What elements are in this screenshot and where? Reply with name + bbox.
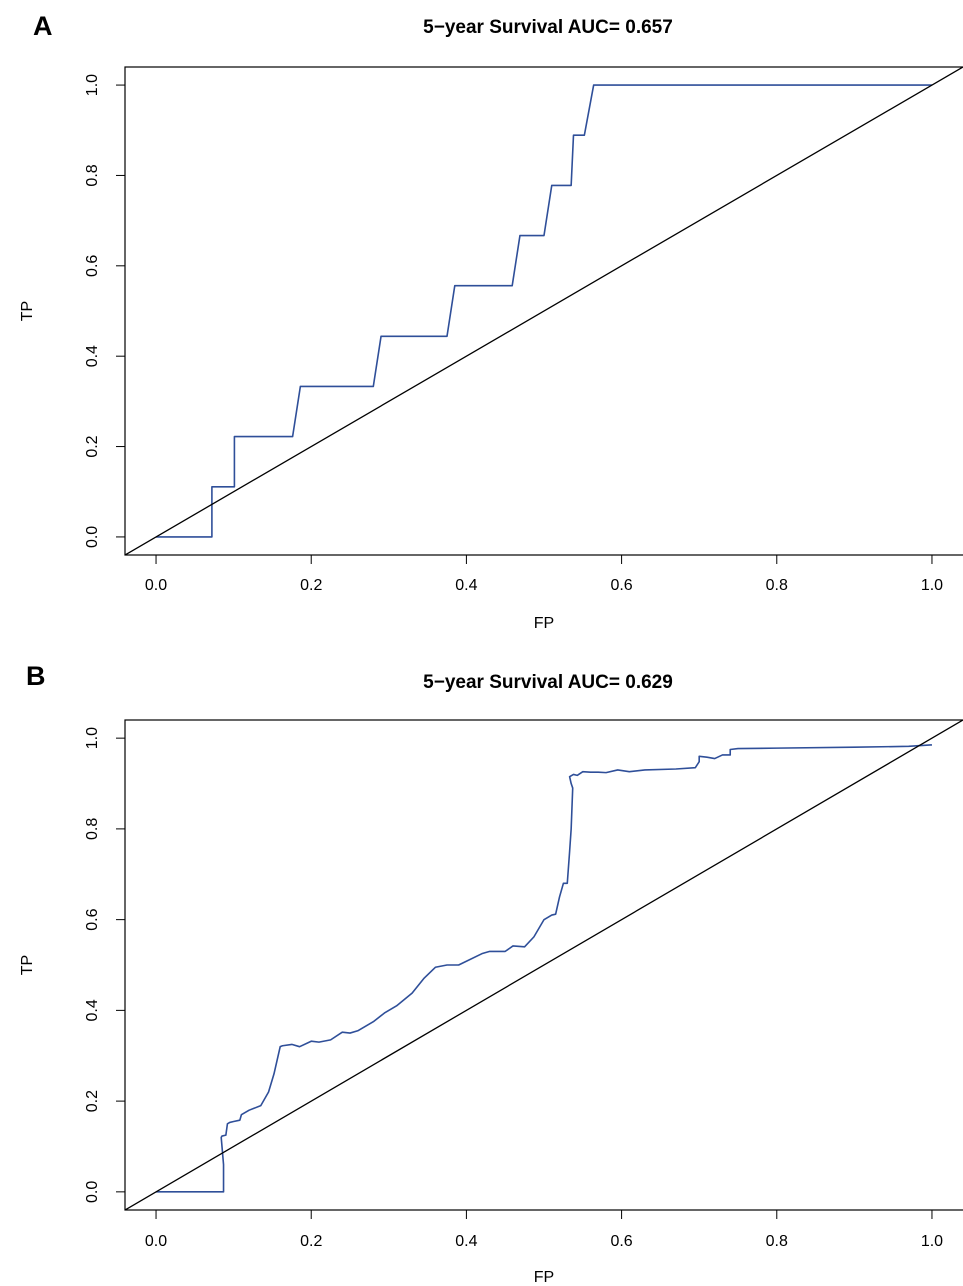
panel-letter: A (33, 11, 53, 41)
reference-diagonal-line (125, 67, 963, 555)
x-tick-label: 0.0 (145, 577, 167, 594)
y-tick-label: 0.0 (84, 526, 101, 548)
y-axis-label: TP (19, 955, 36, 975)
y-tick-label: 0.8 (84, 818, 101, 840)
x-tick-label: 0.0 (145, 1233, 167, 1250)
y-tick-label: 0.2 (84, 1090, 101, 1112)
x-tick-label: 0.8 (766, 1233, 788, 1250)
y-tick-label: 0.8 (84, 164, 101, 186)
panel-b-chart: B 5−year Survival AUC= 0.629 0.0 0.2 0.4 0.6 0… (19, 661, 963, 1286)
y-tick-label: 0.2 (84, 435, 101, 457)
y-tick-label: 0.4 (84, 345, 101, 367)
y-tick-label: 1.0 (84, 727, 101, 749)
plot-frame (124, 66, 963, 556)
plot-frame (124, 719, 963, 1211)
chart-title: 5−year Survival AUC= 0.629 (423, 672, 673, 693)
roc-curve-line (156, 744, 932, 1193)
y-tick-label: 1.0 (84, 74, 101, 96)
x-tick-label: 1.0 (921, 577, 943, 594)
x-axis-label: FP (534, 615, 554, 632)
x-tick-label: 0.6 (610, 577, 632, 594)
roc-curve-line (156, 84, 932, 538)
y-tick-label: 0.6 (84, 255, 101, 277)
y-tick-label: 0.4 (84, 999, 101, 1021)
y-tick-label: 0.6 (84, 908, 101, 930)
panel-a-chart: A 5−year Survival AUC= 0.657 0.0 0.2 0.4 0.6 0… (19, 11, 963, 632)
reference-diagonal-line (125, 720, 963, 1210)
x-tick-label: 0.4 (455, 1233, 477, 1250)
y-axis-label: TP (19, 301, 36, 321)
chart-title: 5−year Survival AUC= 0.657 (423, 17, 673, 38)
x-tick-label: 0.2 (300, 1233, 322, 1250)
panel-letter: B (26, 661, 46, 691)
x-tick-label: 0.4 (455, 577, 477, 594)
x-tick-label: 0.6 (610, 1233, 632, 1250)
x-tick-label: 0.2 (300, 577, 322, 594)
x-tick-label: 0.8 (766, 577, 788, 594)
x-axis-label: FP (534, 1269, 554, 1286)
y-tick-label: 0.0 (84, 1181, 101, 1203)
x-tick-label: 1.0 (921, 1233, 943, 1250)
